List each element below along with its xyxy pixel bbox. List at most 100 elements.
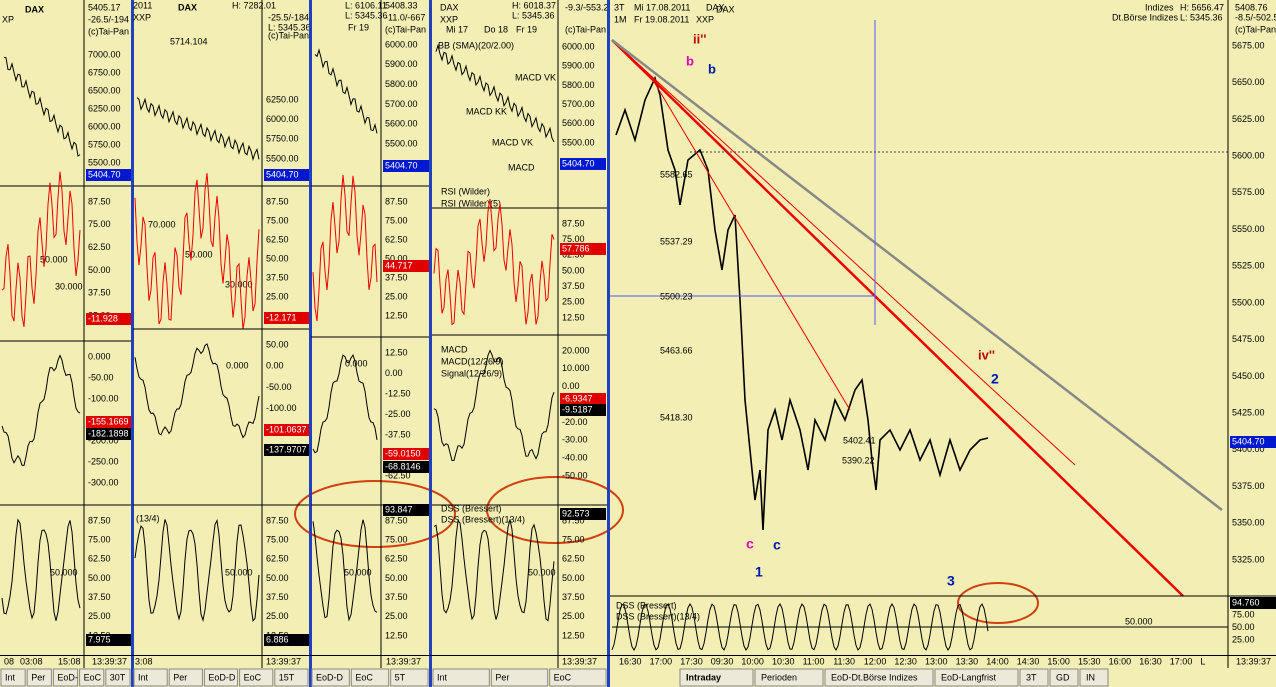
label: 2 [991, 371, 999, 387]
label: H: 7282.01 [232, 0, 276, 10]
badge-bg [383, 160, 429, 172]
label: 50.000 [50, 567, 78, 577]
tab[interactable] [1019, 668, 1049, 687]
badge-bg [86, 313, 132, 325]
trend-line [611, 39, 1184, 597]
label: 5408.33 [385, 0, 418, 10]
label: MACD VK [515, 72, 556, 82]
indicator-line [134, 518, 260, 623]
label: H: 6018.37 [512, 0, 556, 10]
label: -50.00 [266, 382, 292, 392]
label: 5600.00 [1232, 151, 1265, 161]
label: 11:00 [803, 656, 825, 666]
label: MACD(12/26/9) [441, 356, 504, 366]
label: (c)Tai-Pan [88, 26, 129, 36]
tab[interactable] [549, 668, 607, 687]
label: XP [2, 14, 14, 24]
label: 1M [614, 14, 627, 24]
annotation-ellipse [294, 480, 456, 548]
badge-bg [1230, 597, 1276, 609]
label: 5600.00 [562, 118, 595, 128]
indicator-line [1, 354, 81, 466]
label: 5750.00 [266, 134, 299, 144]
label: 50.00 [385, 253, 408, 263]
tab[interactable] [203, 668, 239, 687]
label: -137.9707 [266, 444, 307, 454]
label: Intraday [686, 672, 721, 682]
label: 5525.00 [1232, 261, 1265, 271]
label: -8.5/-502.5 [1235, 12, 1276, 22]
tab[interactable] [311, 668, 350, 687]
tab[interactable] [239, 668, 274, 687]
label: 87.50 [266, 196, 289, 206]
label: 13:00 [925, 656, 948, 666]
panel-border [131, 0, 134, 687]
badge-bg [264, 424, 310, 436]
label: 50.00 [266, 253, 289, 263]
price-line [314, 48, 378, 134]
label: 87.50 [562, 218, 585, 228]
tab[interactable] [26, 668, 52, 687]
label: 17:00 [1170, 656, 1193, 666]
label: 15:08 [58, 656, 81, 666]
label: L: 5345.36 [1180, 12, 1223, 22]
label: 11:30 [833, 656, 855, 666]
label: 5700.00 [385, 99, 418, 109]
label: 5650.00 [1232, 77, 1265, 87]
label: 62.50 [385, 554, 408, 564]
badge-bg [86, 169, 132, 181]
tab[interactable] [679, 668, 754, 687]
tab[interactable] [133, 668, 168, 687]
tab[interactable] [934, 668, 1019, 687]
label: -37.50 [385, 429, 411, 439]
tab[interactable] [350, 668, 390, 687]
label: 2011 [133, 0, 152, 10]
label: Per [173, 672, 187, 682]
label: 15:00 [1047, 656, 1070, 666]
label: 50.000 [1125, 616, 1153, 626]
label: -20.00 [562, 417, 588, 427]
label: 5390.22 [842, 455, 875, 465]
trend-line [649, 74, 851, 411]
tab[interactable] [824, 668, 934, 687]
label: 14:00 [986, 656, 1009, 666]
label: Fr 19 [516, 24, 537, 34]
label: 25.00 [385, 611, 408, 621]
tab[interactable] [490, 668, 549, 687]
tab[interactable] [432, 668, 490, 687]
label: 5500.00 [562, 137, 595, 147]
label: EoC [355, 672, 373, 682]
label: 5404.70 [1232, 436, 1265, 446]
label: 12.50 [385, 630, 408, 640]
tab[interactable] [168, 668, 203, 687]
label: 12.50 [385, 347, 408, 357]
label: -12.171 [266, 312, 297, 322]
label: MACD [441, 344, 468, 354]
label: 50.00 [385, 573, 408, 583]
tab[interactable] [390, 668, 429, 687]
tab[interactable] [52, 668, 79, 687]
label: 62.50 [562, 554, 585, 564]
tab[interactable] [754, 668, 824, 687]
label: RSI (Wilder) [441, 186, 490, 196]
label: ii'' [693, 31, 706, 46]
panel-border [309, 0, 312, 687]
tab[interactable] [1049, 668, 1079, 687]
label: -200.00 [88, 435, 119, 445]
label: 13:39:37 [386, 656, 421, 666]
label: 12:30 [894, 656, 917, 666]
label: DSS (Bressert) [441, 503, 502, 513]
tab[interactable] [105, 668, 131, 687]
label: 50.000 [344, 567, 372, 577]
label: 37.50 [266, 272, 289, 282]
badge-bg [560, 508, 606, 520]
label: 75.00 [266, 535, 289, 545]
tab[interactable] [274, 668, 309, 687]
label: 5900.00 [562, 61, 595, 71]
label: 25.00 [1232, 634, 1255, 644]
label: 5405.17 [88, 2, 121, 12]
tab[interactable] [1079, 668, 1109, 687]
label: -12.50 [385, 388, 411, 398]
tab[interactable] [79, 668, 105, 687]
tab[interactable] [0, 668, 26, 687]
